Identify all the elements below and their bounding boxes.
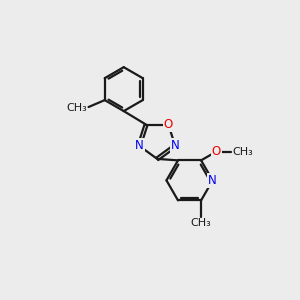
- Text: CH₃: CH₃: [67, 103, 87, 113]
- Text: N: N: [135, 139, 144, 152]
- Text: O: O: [164, 118, 173, 131]
- Text: O: O: [212, 145, 221, 158]
- Text: N: N: [208, 174, 217, 187]
- Text: CH₃: CH₃: [232, 147, 253, 157]
- Text: CH₃: CH₃: [191, 218, 212, 228]
- Text: N: N: [171, 139, 180, 152]
